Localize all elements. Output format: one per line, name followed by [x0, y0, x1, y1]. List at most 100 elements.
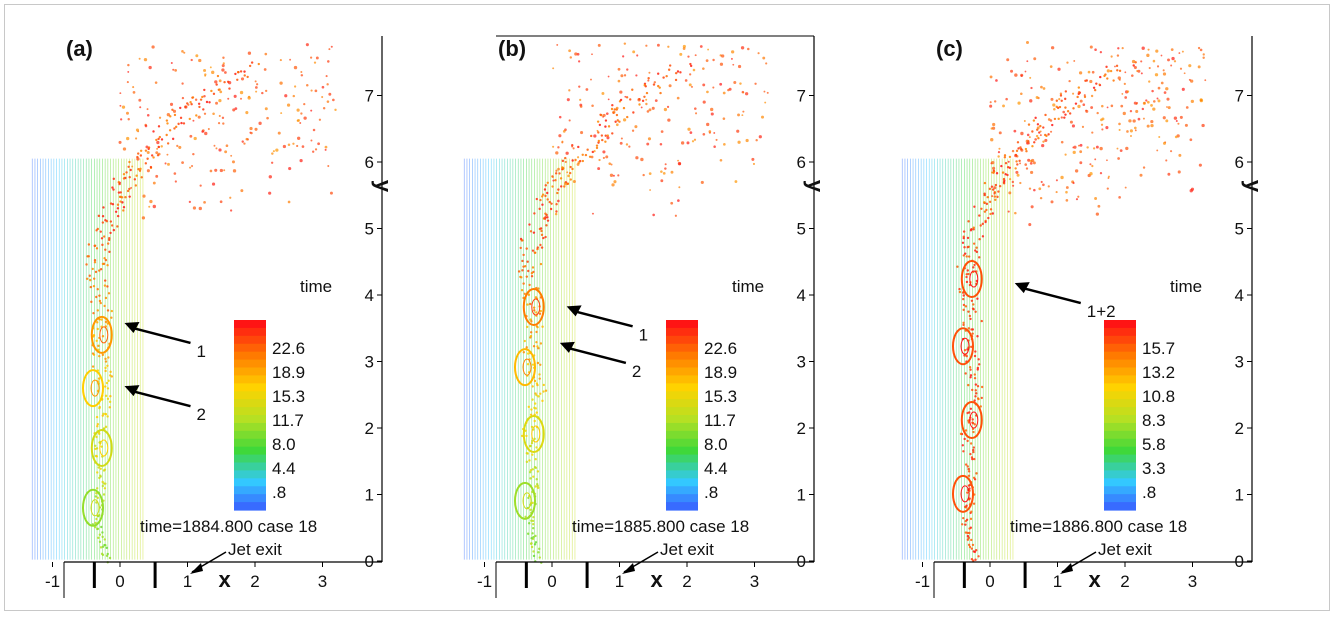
- particle: [130, 186, 133, 189]
- particle: [1011, 149, 1015, 153]
- colorbar-band: [234, 462, 266, 472]
- particle: [144, 149, 148, 152]
- particle: [229, 196, 232, 199]
- particle: [131, 165, 134, 168]
- particle: [1118, 196, 1121, 199]
- particle: [981, 222, 985, 226]
- particle: [179, 116, 183, 120]
- particle: [992, 170, 996, 173]
- particle: [974, 350, 977, 353]
- colorbar-band: [1104, 454, 1136, 464]
- particle: [128, 160, 131, 164]
- particle: [527, 522, 531, 525]
- particle: [96, 321, 99, 324]
- particle: [647, 79, 650, 82]
- particle: [1029, 161, 1033, 165]
- colorbar-band: [666, 430, 698, 440]
- particle: [687, 55, 690, 58]
- particle: [686, 141, 690, 145]
- particle: [530, 271, 534, 275]
- particle: [126, 81, 129, 84]
- particle: [1150, 123, 1154, 128]
- particle: [193, 136, 197, 141]
- particle: [648, 172, 652, 175]
- particle: [1031, 145, 1034, 148]
- particle: [636, 54, 639, 57]
- particle: [1007, 210, 1010, 213]
- particle: [536, 486, 540, 490]
- particle: [610, 163, 613, 166]
- particle: [197, 102, 201, 105]
- particle: [95, 247, 99, 250]
- annotation-arrowhead: [124, 385, 140, 397]
- particle: [146, 169, 150, 173]
- colorbar-band: [234, 367, 266, 377]
- colorbar-band: [1104, 415, 1136, 424]
- particle: [141, 216, 146, 220]
- particle: [85, 263, 88, 266]
- particle: [660, 179, 664, 183]
- particle: [973, 263, 976, 267]
- particle: [1099, 51, 1103, 54]
- particle: [94, 447, 97, 451]
- particle: [597, 43, 601, 47]
- particle: [100, 552, 104, 556]
- annotation-arrowhead: [124, 321, 140, 333]
- colorbar-band: [1104, 430, 1136, 440]
- particle: [135, 174, 138, 177]
- particle: [199, 184, 202, 187]
- particle: [733, 81, 737, 85]
- colorbar-band: [1104, 383, 1136, 392]
- particle: [132, 90, 136, 94]
- particle: [1039, 196, 1043, 200]
- particle: [629, 98, 632, 101]
- particle: [667, 68, 671, 71]
- particle: [969, 317, 972, 321]
- vortex-ring: [960, 401, 983, 440]
- particle: [1015, 170, 1019, 174]
- particle: [962, 516, 965, 520]
- particle: [539, 198, 542, 202]
- particle: [559, 177, 563, 180]
- particle: [969, 442, 973, 445]
- x-tick-label: 0: [547, 572, 556, 591]
- particle: [1047, 185, 1050, 188]
- particle: [977, 358, 980, 361]
- particle: [997, 155, 1000, 158]
- particle: [625, 96, 629, 99]
- particle: [530, 275, 534, 278]
- particle: [201, 130, 204, 133]
- particle: [976, 397, 980, 400]
- colorbar-label: 15.3: [272, 387, 305, 406]
- particle: [247, 51, 252, 55]
- particle: [956, 265, 959, 268]
- particle: [962, 230, 966, 233]
- particle: [204, 131, 208, 136]
- particle: [1142, 101, 1146, 105]
- particle: [1162, 69, 1165, 72]
- particle: [654, 99, 658, 103]
- particle: [557, 199, 560, 203]
- particle: [526, 325, 529, 329]
- particle: [219, 90, 223, 94]
- particle: [616, 119, 619, 122]
- particle: [751, 157, 755, 161]
- colorbar-label: 10.8: [1142, 387, 1175, 406]
- particle: [965, 518, 969, 522]
- particle: [199, 98, 203, 101]
- particle: [112, 228, 116, 232]
- particle: [1101, 128, 1104, 131]
- particle: [532, 554, 536, 558]
- particle: [1018, 159, 1021, 163]
- particle: [1002, 177, 1006, 181]
- particle: [1106, 187, 1109, 190]
- particle: [181, 161, 184, 164]
- particle: [1148, 80, 1151, 83]
- colorbar-label: 15.3: [704, 387, 737, 406]
- particle: [531, 453, 534, 456]
- particle: [275, 148, 279, 152]
- particle: [604, 125, 607, 128]
- particle: [1079, 150, 1083, 154]
